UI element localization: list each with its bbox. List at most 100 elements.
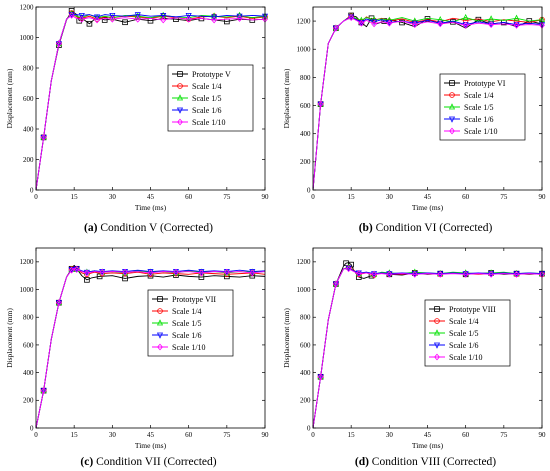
legend-marker	[157, 308, 163, 314]
panel-letter: (a)	[84, 222, 98, 234]
legend: Prototype VII Scale 1/4 Scale 1/5 Scale 1/6…	[147, 289, 234, 357]
series-scale-1-10	[35, 266, 266, 429]
x-tick-label: 0	[311, 193, 315, 201]
y-axis-title: Displacement (mm)	[5, 308, 14, 368]
y-tick-label: 1200	[297, 17, 312, 25]
y-tick-label: 400	[23, 369, 34, 377]
legend-label: Scale 1/4	[192, 82, 222, 91]
data-point	[134, 15, 141, 23]
y-tick-label: 200	[23, 397, 34, 405]
legend-label: Scale 1/6	[172, 331, 202, 340]
data-point	[160, 12, 167, 20]
x-tick-label: 30	[109, 431, 117, 439]
legend-marker	[177, 71, 183, 77]
y-tick-label: 1200	[20, 258, 35, 266]
x-axis-title: Time (ms)	[412, 203, 444, 212]
data-point	[94, 14, 101, 21]
data-point	[386, 270, 393, 278]
data-point	[55, 41, 62, 48]
data-point	[249, 269, 256, 277]
legend: Prototype VIII Scale 1/4 Scale 1/5 Scale 1/…	[424, 299, 511, 367]
data-point	[99, 268, 106, 276]
legend-label: Prototype V	[192, 70, 231, 79]
legend-label: Scale 1/4	[449, 317, 479, 326]
data-point	[173, 268, 179, 276]
y-tick-label: 1200	[297, 258, 312, 266]
x-tick-label: 45	[147, 193, 155, 201]
x-tick-label: 30	[386, 431, 394, 439]
y-tick-label: 0	[307, 424, 311, 432]
data-point	[101, 17, 108, 23]
data-point	[332, 280, 339, 288]
panel-letter: (b)	[359, 222, 373, 234]
legend-marker	[449, 127, 455, 135]
data-point	[198, 269, 205, 277]
data-point	[122, 268, 128, 276]
data-point	[40, 133, 47, 141]
data-point	[488, 21, 495, 29]
y-axis-title: Displacement (mm)	[5, 68, 14, 128]
legend-label: Scale 1/10	[449, 353, 483, 362]
data-point	[86, 20, 93, 27]
y-tick-label: 1000	[297, 46, 312, 54]
y-tick-label: 200	[300, 397, 311, 405]
legend-marker	[449, 80, 455, 86]
data-point	[68, 11, 75, 19]
data-point	[488, 15, 495, 22]
legend-marker	[156, 319, 164, 326]
series-line	[35, 267, 266, 429]
data-point	[386, 19, 393, 27]
legend-label: Prototype VII	[172, 295, 216, 304]
x-tick-label: 15	[71, 193, 79, 201]
legend-label: Scale 1/5	[172, 319, 202, 328]
legend-label: Scale 1/5	[192, 94, 222, 103]
legend-label: Prototype VI	[464, 79, 506, 88]
data-point	[437, 20, 444, 28]
data-point	[122, 19, 128, 26]
x-tick-label: 45	[147, 431, 155, 439]
data-point	[437, 270, 444, 278]
data-point	[211, 16, 218, 24]
data-point	[94, 16, 100, 24]
panel-caption: (a) Condition V (Corrected)	[84, 222, 213, 234]
legend-marker	[434, 318, 440, 324]
series-scale-1-10	[312, 265, 545, 429]
panel-letter: (d)	[355, 456, 369, 468]
y-tick-label: 800	[23, 314, 34, 322]
x-tick-label: 75	[223, 193, 231, 201]
panel-caption-text: Condition VII (Corrected)	[93, 456, 217, 468]
x-tick-label: 60	[462, 431, 470, 439]
data-point	[211, 12, 218, 19]
panel-caption-text: Condition V (Corrected)	[97, 222, 213, 234]
data-point	[236, 11, 243, 18]
y-tick-label: 800	[23, 64, 34, 72]
data-point	[83, 269, 90, 277]
x-tick-label: 15	[348, 431, 356, 439]
legend-marker	[156, 332, 164, 339]
data-point	[55, 40, 62, 48]
x-tick-label: 15	[348, 193, 356, 201]
data-point	[462, 270, 469, 278]
legend-label: Scale 1/5	[449, 329, 479, 338]
x-tick-label: 0	[311, 431, 315, 439]
y-axis-title: Displacement (mm)	[282, 68, 291, 128]
legend-label: Scale 1/4	[172, 307, 202, 316]
legend-marker	[176, 94, 184, 101]
x-tick-label: 90	[262, 431, 270, 439]
y-tick-label: 0	[30, 424, 34, 432]
panel-caption-text: Condition VI (Corrected)	[373, 222, 493, 234]
data-point	[332, 281, 339, 288]
x-tick-label: 15	[71, 431, 79, 439]
data-point	[488, 270, 495, 278]
data-point	[40, 387, 47, 395]
data-point	[332, 24, 339, 32]
data-point	[371, 20, 377, 28]
data-point	[109, 15, 116, 23]
legend: Prototype V Scale 1/4 Scale 1/5 Scale 1/6 Sc…	[167, 64, 254, 132]
legend-marker	[177, 118, 183, 126]
y-tick-label: 400	[23, 125, 34, 133]
data-point	[411, 270, 418, 278]
legend-label: Scale 1/10	[464, 127, 498, 136]
chart-panel-1: 0 15 30 45 60 75 90 0 200 400 600 800 1000 1200 Time (…	[5, 3, 269, 234]
